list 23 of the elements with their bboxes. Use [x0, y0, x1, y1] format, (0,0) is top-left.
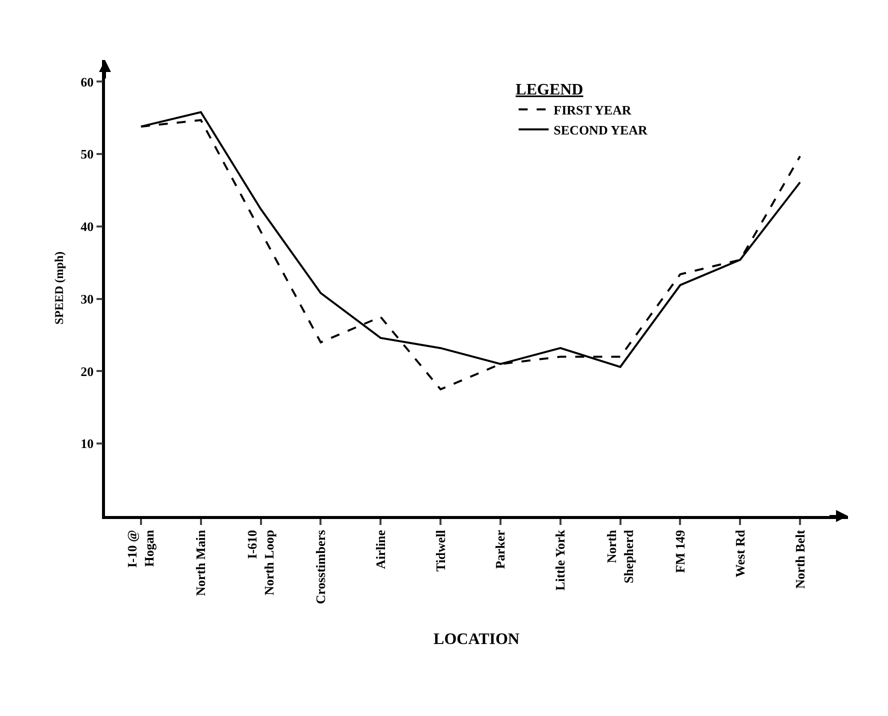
y-tick-label: 60 [80, 74, 94, 90]
x-tick-label: Tidwell [432, 530, 448, 572]
x-tick-label: Little York [552, 529, 568, 590]
x-tick-label: North Belt [792, 529, 808, 589]
y-tick-label: 40 [80, 219, 94, 234]
y-axis-title: SPEED (mph) [52, 251, 66, 325]
x-tick-label: I-610 North Loop [244, 530, 276, 596]
y-tick-label: 20 [80, 364, 94, 379]
legend-label: FIRST YEAR [554, 102, 632, 118]
x-tick-label: Parker [492, 530, 508, 569]
y-tick-label: 50 [80, 146, 94, 162]
legend-label: SECOND YEAR [554, 122, 648, 138]
x-tick-label: FM 149 [672, 529, 688, 573]
x-tick-label: North Main [193, 529, 208, 596]
x-tick-label: North Shepherd [604, 529, 636, 584]
y-tick-label: 10 [80, 436, 94, 452]
y-tick-label: 30 [80, 291, 94, 306]
x-tick-label: West Rd [732, 529, 748, 578]
x-axis-title: LOCATION [434, 630, 520, 648]
x-tick-label: I-10 @ Hogan [124, 529, 157, 568]
x-tick-label: Crosstimbers [312, 530, 328, 604]
legend-title: LEGEND [516, 81, 584, 98]
x-tick-label: Airline [372, 530, 388, 569]
